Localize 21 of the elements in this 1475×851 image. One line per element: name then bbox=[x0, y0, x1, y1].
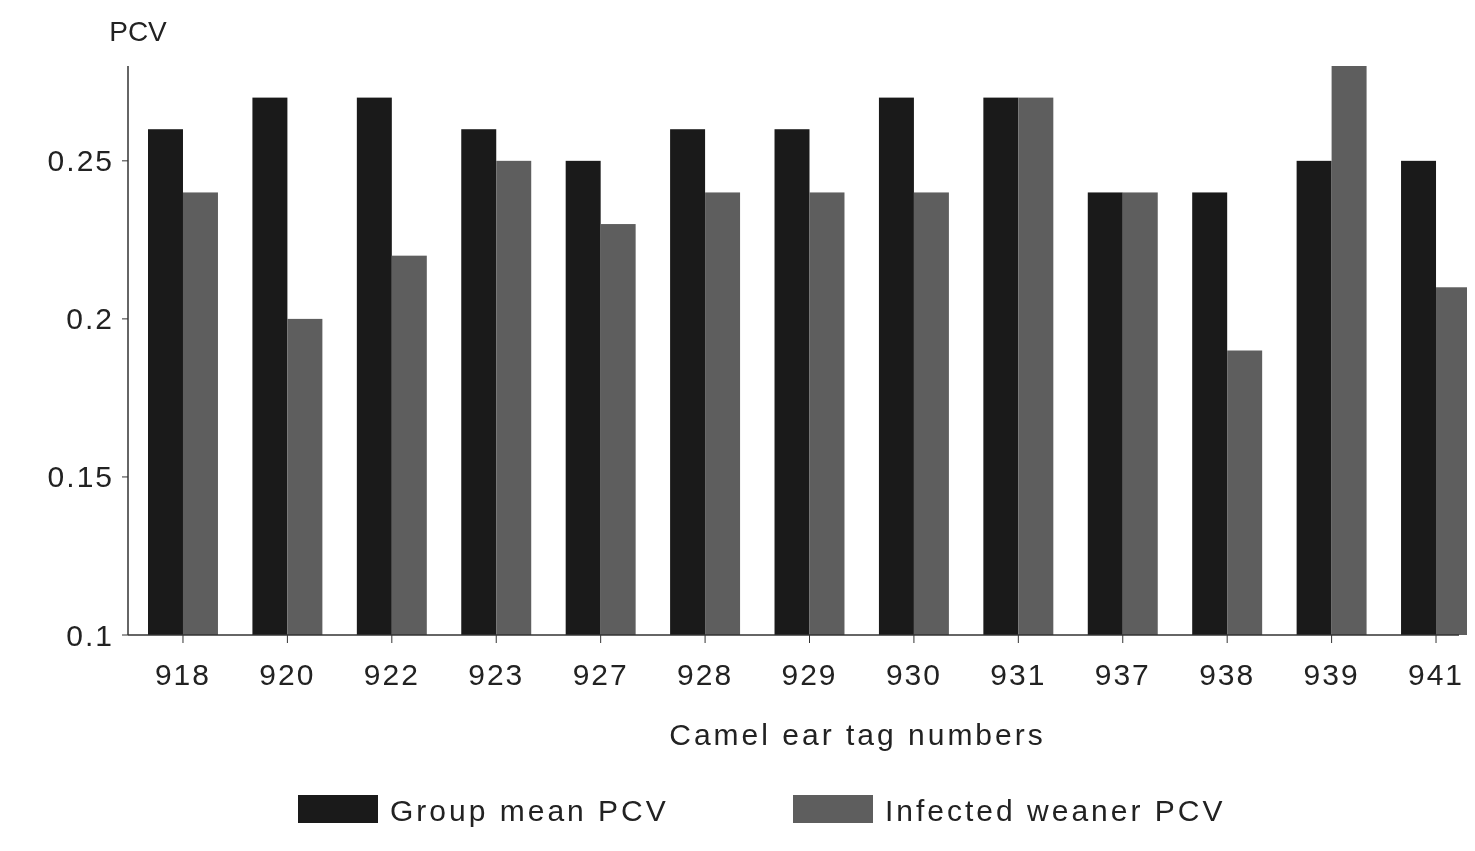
x-tick-label: 922 bbox=[363, 658, 420, 691]
x-tick-label: 928 bbox=[677, 658, 734, 691]
y-tick-label: 0.2 bbox=[66, 302, 114, 336]
y-tick-label: 0.15 bbox=[47, 460, 114, 494]
x-tick-label: 941 bbox=[1407, 658, 1465, 691]
x-tick-label: 931 bbox=[990, 658, 1047, 691]
x-tick-label: 939 bbox=[1303, 658, 1360, 691]
legend-label: Group mean PCV bbox=[390, 794, 669, 827]
x-tick-label: 920 bbox=[259, 658, 316, 691]
x-tick-label: 937 bbox=[1094, 658, 1151, 691]
legend-label: Infected weaner PCV bbox=[885, 794, 1226, 827]
y-tick-label: 0.1 bbox=[66, 618, 114, 652]
y-tick-label: 0.25 bbox=[47, 144, 114, 178]
x-tick-label: 929 bbox=[781, 658, 838, 691]
x-tick-label: 930 bbox=[885, 658, 942, 691]
y-axis-title: PCV bbox=[109, 16, 168, 47]
x-tick-label: 923 bbox=[468, 658, 525, 691]
x-tick-label: 938 bbox=[1199, 658, 1256, 691]
x-tick-label: 918 bbox=[154, 658, 212, 691]
x-axis-title: Camel ear tag numbers bbox=[669, 718, 1046, 751]
x-tick-label: 927 bbox=[572, 658, 629, 691]
